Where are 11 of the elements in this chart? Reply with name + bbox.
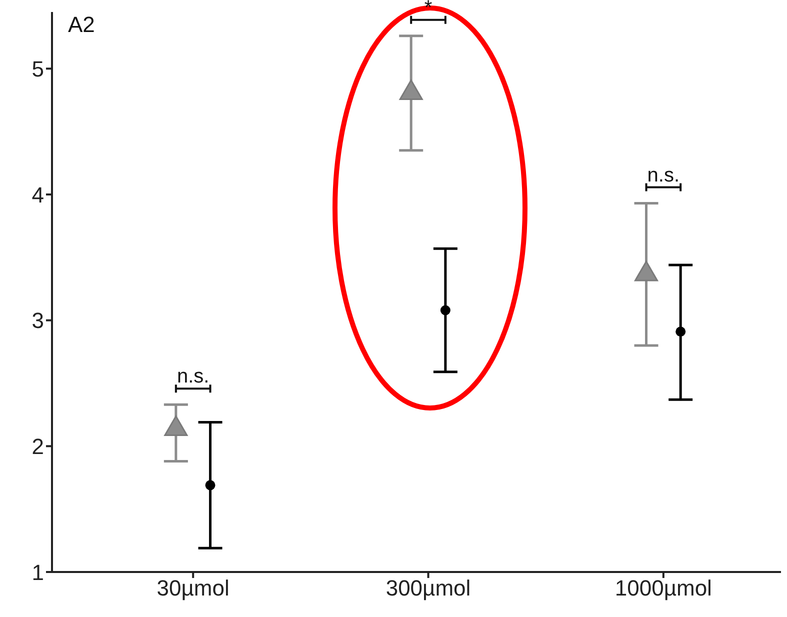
- x-tick-label: 30µmol: [156, 576, 230, 601]
- y-tick-label: 5: [32, 56, 44, 82]
- annotation: n.s.: [647, 164, 680, 186]
- y-tick-label: 2: [32, 434, 44, 459]
- x-tick-label: 1000µmol: [614, 576, 712, 601]
- y-tick-label: 3: [32, 308, 44, 334]
- chart-title: A2: [68, 12, 95, 38]
- x-tick-label: 300µmol: [386, 576, 471, 601]
- y-tick-label: 4: [32, 182, 44, 208]
- annotation: n.s.: [176, 366, 210, 388]
- y-tick-label: 1: [32, 560, 44, 585]
